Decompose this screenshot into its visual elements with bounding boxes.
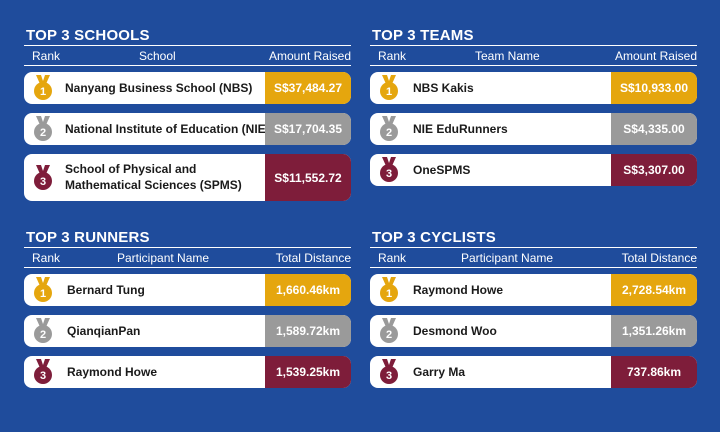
participant-name: Desmond Woo — [413, 324, 497, 338]
team-name: OneSPMS — [413, 163, 471, 177]
school-name-line2: Mathematical Sciences (SPMS) — [65, 178, 242, 192]
list-item: 2 National Institute of Education (NIE) … — [24, 113, 351, 145]
participant-name: Raymond Howe — [413, 283, 504, 297]
schools-panel: TOP 3 SCHOOLS Rank School Amount Raised … — [24, 26, 351, 210]
amount-raised: S$3,307.00 — [611, 154, 697, 186]
svg-text:3: 3 — [386, 168, 392, 180]
cyclists-panel: TOP 3 CYCLISTS Rank Participant Name Tot… — [370, 228, 697, 397]
svg-text:2: 2 — [386, 329, 392, 341]
bronze-medal-icon: 3 — [32, 165, 54, 191]
list-item: 1 Raymond Howe 2,728.54km — [370, 274, 697, 306]
amount-raised: S$11,552.72 — [265, 154, 351, 201]
total-distance: 1,539.25km — [265, 356, 351, 388]
amount-raised: S$10,933.00 — [611, 72, 697, 104]
bronze-medal-icon: 3 — [32, 359, 54, 385]
panel-title: TOP 3 RUNNERS — [24, 228, 351, 248]
list-item: 1 NBS Kakis S$10,933.00 — [370, 72, 697, 104]
col-value: Total Distance — [621, 251, 697, 265]
col-value: Total Distance — [275, 251, 351, 265]
col-rank: Rank — [378, 49, 407, 63]
silver-medal-icon: 2 — [378, 116, 400, 142]
participant-name: Bernard Tung — [67, 283, 145, 297]
list-item: 3 Raymond Howe 1,539.25km — [24, 356, 351, 388]
amount-raised: S$17,704.35 — [265, 113, 351, 145]
column-headers: Rank Participant Name Total Distance — [370, 248, 697, 268]
participant-name: QianqianPan — [67, 324, 141, 338]
total-distance: 1,660.46km — [265, 274, 351, 306]
svg-text:3: 3 — [386, 370, 392, 382]
list-item: 2 QianqianPan 1,589.72km — [24, 315, 351, 347]
silver-medal-icon: 2 — [378, 318, 400, 344]
column-headers: Rank Team Name Amount Raised — [370, 46, 697, 66]
gold-medal-icon: 1 — [378, 75, 400, 101]
list-item: 3 OneSPMS S$3,307.00 — [370, 154, 697, 186]
gold-medal-icon: 1 — [32, 277, 54, 303]
svg-text:2: 2 — [40, 127, 46, 139]
participant-name: Raymond Howe — [67, 365, 158, 379]
bronze-medal-icon: 3 — [378, 359, 400, 385]
column-headers: Rank Participant Name Total Distance — [24, 248, 351, 268]
svg-text:1: 1 — [386, 86, 392, 98]
col-value: Amount Raised — [614, 49, 697, 63]
total-distance: 737.86km — [611, 356, 697, 388]
svg-text:1: 1 — [40, 86, 46, 98]
panel-title: TOP 3 SCHOOLS — [24, 26, 351, 46]
svg-text:2: 2 — [386, 127, 392, 139]
amount-raised: S$4,335.00 — [611, 113, 697, 145]
silver-medal-icon: 2 — [32, 318, 54, 344]
gold-medal-icon: 1 — [32, 75, 54, 101]
svg-text:1: 1 — [386, 288, 392, 300]
panel-title: TOP 3 TEAMS — [370, 26, 697, 46]
bronze-medal-icon: 3 — [378, 157, 400, 183]
svg-text:3: 3 — [40, 176, 46, 188]
school-name-line1: School of Physical and — [65, 162, 197, 176]
school-name: National Institute of Education (NIE) — [65, 122, 270, 136]
column-headers: Rank School Amount Raised — [24, 46, 351, 66]
list-item: 1 Bernard Tung 1,660.46km — [24, 274, 351, 306]
col-rank: Rank — [32, 49, 61, 63]
amount-raised: S$37,484.27 — [265, 72, 351, 104]
total-distance: 2,728.54km — [611, 274, 697, 306]
col-name: School — [139, 49, 176, 63]
teams-panel: TOP 3 TEAMS Rank Team Name Amount Raised… — [370, 26, 697, 195]
team-name: NIE EduRunners — [413, 122, 508, 136]
col-value: Amount Raised — [268, 49, 351, 63]
svg-text:3: 3 — [40, 370, 46, 382]
participant-name: Garry Ma — [413, 365, 466, 379]
silver-medal-icon: 2 — [32, 116, 54, 142]
svg-text:2: 2 — [40, 329, 46, 341]
col-name: Participant Name — [117, 251, 210, 265]
school-name: Nanyang Business School (NBS) — [65, 81, 253, 95]
col-rank: Rank — [378, 251, 407, 265]
list-item: 2 Desmond Woo 1,351.26km — [370, 315, 697, 347]
list-item: 1 Nanyang Business School (NBS) S$37,484… — [24, 72, 351, 104]
total-distance: 1,589.72km — [265, 315, 351, 347]
gold-medal-icon: 1 — [378, 277, 400, 303]
col-rank: Rank — [32, 251, 61, 265]
total-distance: 1,351.26km — [611, 315, 697, 347]
col-name: Participant Name — [461, 251, 554, 265]
svg-text:1: 1 — [40, 288, 46, 300]
col-name: Team Name — [475, 49, 540, 63]
panel-title: TOP 3 CYCLISTS — [370, 228, 697, 248]
list-item: 3 Garry Ma 737.86km — [370, 356, 697, 388]
runners-panel: TOP 3 RUNNERS Rank Participant Name Tota… — [24, 228, 351, 397]
team-name: NBS Kakis — [413, 81, 474, 95]
list-item: 2 NIE EduRunners S$4,335.00 — [370, 113, 697, 145]
list-item: 3 School of Physical and Mathematical Sc… — [24, 154, 351, 201]
